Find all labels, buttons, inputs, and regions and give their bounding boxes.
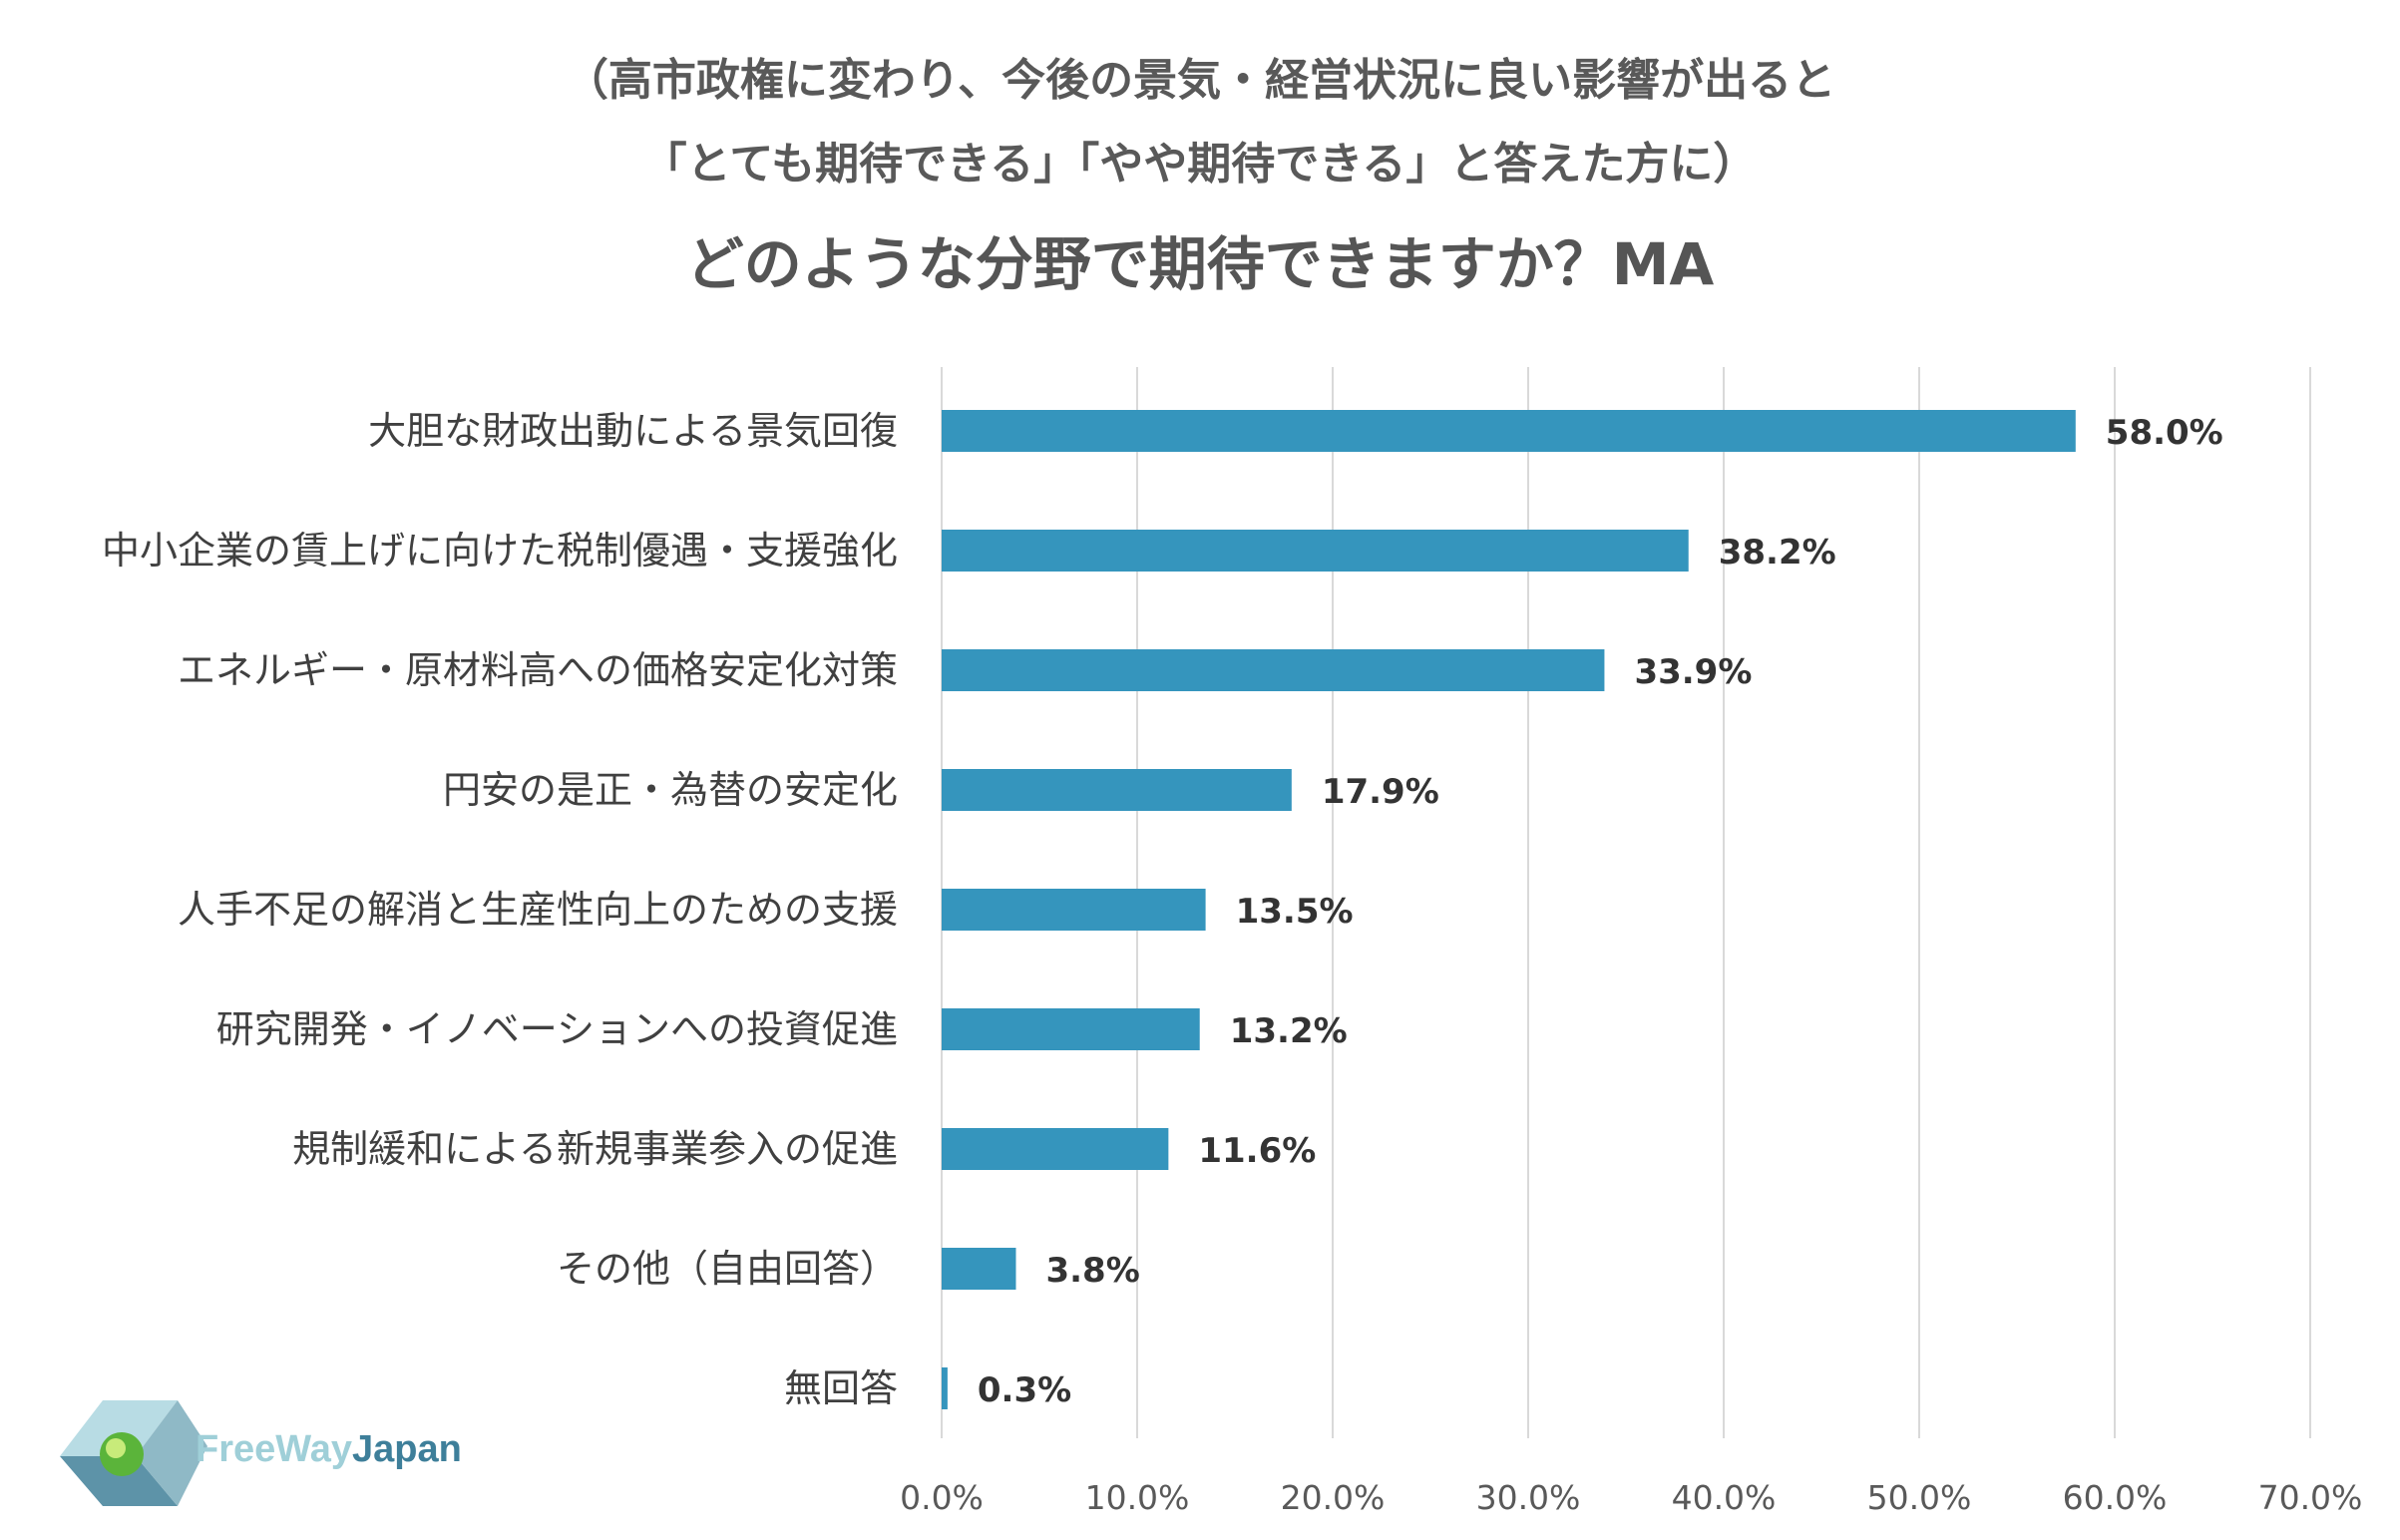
logo-text-freeway: FreeWay xyxy=(196,1428,352,1470)
bar xyxy=(942,1367,948,1409)
bar xyxy=(942,649,1605,691)
x-tick-label: 40.0% xyxy=(1672,1478,1777,1517)
category-label: その他（自由回答） xyxy=(557,1247,898,1291)
bar xyxy=(942,410,2076,452)
bar xyxy=(942,1128,1169,1170)
category-label: 無回答 xyxy=(784,1366,898,1410)
category-label: エネルギー・原材料高への価格安定化対策 xyxy=(178,648,898,692)
bar xyxy=(942,769,1292,811)
data-label: 11.6% xyxy=(1198,1131,1316,1171)
x-tick-label: 60.0% xyxy=(2063,1478,2168,1517)
bar xyxy=(942,1248,1016,1290)
data-label: 13.5% xyxy=(1236,892,1354,932)
label-layer: 0.0% 10.0% 20.0% 30.0% 40.0% 50.0% 60.0% 70.0% 大… xyxy=(102,409,2362,1517)
x-tick-label: 70.0% xyxy=(2258,1478,2363,1517)
data-label: 3.8% xyxy=(1045,1251,1139,1291)
x-tick-label: 30.0% xyxy=(1476,1478,1581,1517)
x-tick-label: 0.0% xyxy=(900,1478,984,1517)
chart-title-line-2: 「とても期待できる」「やや期待できる」と答えた方に） xyxy=(642,139,1758,190)
x-tick-label: 50.0% xyxy=(1867,1478,1972,1517)
chart-title-line-1: （高市政権に変わり、今後の景気・経営状況に良い影響が出ると xyxy=(564,55,1836,106)
logo-text-japan: Japan xyxy=(352,1428,462,1470)
chart-title-main: どのような分野で期待できますか？MA xyxy=(685,230,1715,298)
bar xyxy=(942,530,1689,572)
freewayjapan-logo-icon xyxy=(60,1400,207,1506)
logo-wordmark: FreeWayJapan xyxy=(196,1428,462,1471)
category-label: 大胆な財政出動による景気回復 xyxy=(368,409,898,453)
data-label: 13.2% xyxy=(1230,1011,1348,1051)
category-label: 規制緩和による新規事業参入の促進 xyxy=(292,1127,898,1171)
data-label: 17.9% xyxy=(1322,772,1439,812)
data-label: 38.2% xyxy=(1719,533,1836,573)
data-label: 0.3% xyxy=(978,1370,1071,1410)
bar-layer xyxy=(942,410,2076,1409)
category-label: 研究開発・イノベーションへの投資促進 xyxy=(216,1007,898,1051)
bar xyxy=(942,889,1206,931)
x-tick-label: 10.0% xyxy=(1085,1478,1190,1517)
category-label: 円安の是正・為替の安定化 xyxy=(443,768,898,812)
category-label: 人手不足の解消と生産性向上のための支援 xyxy=(178,888,898,932)
data-label: 58.0% xyxy=(2106,413,2223,453)
data-label: 33.9% xyxy=(1634,652,1752,692)
category-label: 中小企業の賃上げに向けた税制優遇・支援強化 xyxy=(102,529,898,573)
bar xyxy=(942,1008,1200,1050)
x-tick-label: 20.0% xyxy=(1281,1478,1386,1517)
